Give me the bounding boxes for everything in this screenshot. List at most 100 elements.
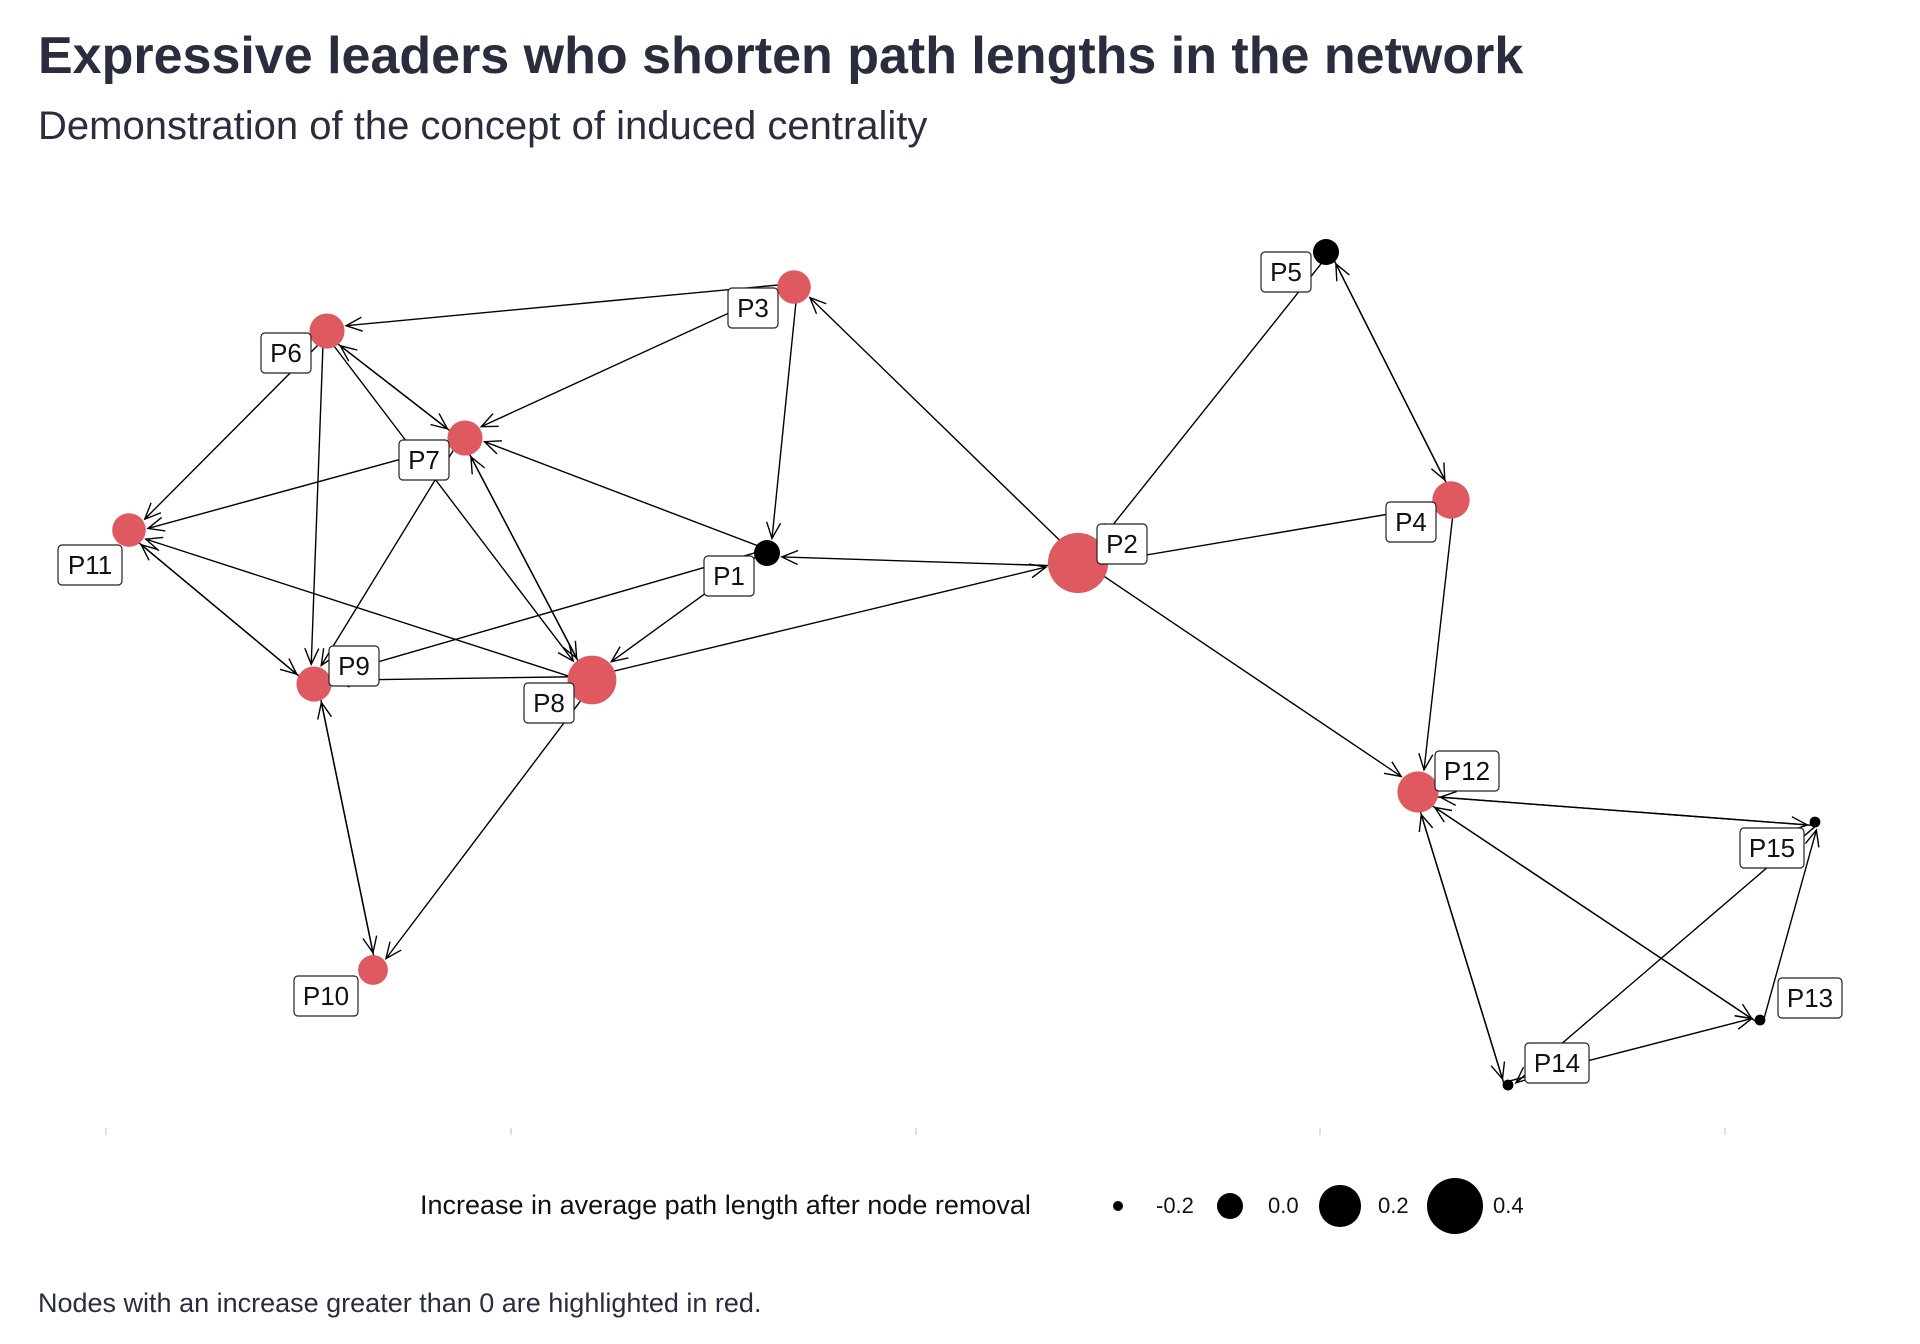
- legend-key-label: 0.4: [1493, 1193, 1524, 1218]
- node-label-text: P14: [1534, 1048, 1580, 1078]
- chart-subtitle: Demonstration of the concept of induced …: [38, 104, 928, 148]
- edge-P2-P1: [781, 556, 1078, 568]
- node-P4: [1432, 481, 1470, 519]
- edge-P13-P12: [1434, 806, 1759, 1024]
- label-P5: P5: [1260, 251, 1312, 293]
- nodes-layer: [112, 239, 1821, 1091]
- label-box: [260, 332, 312, 374]
- label-box: [293, 975, 359, 1017]
- edge-P15-P12: [1440, 796, 1815, 827]
- edge-P9-P11: [140, 544, 313, 688]
- edge-P8-P2: [591, 566, 1047, 678]
- label-box: [727, 287, 779, 329]
- label-P12: P12: [1434, 750, 1500, 792]
- node-label-text: P8: [533, 688, 565, 718]
- node-label-text: P5: [1270, 257, 1302, 287]
- edge-P5-P2: [1100, 253, 1330, 541]
- edge-P8-P7: [470, 456, 590, 682]
- node-P13: [1754, 1014, 1766, 1026]
- arrowhead-P2-P1: [780, 549, 799, 566]
- node-P5: [1313, 239, 1339, 265]
- node-label-text: P2: [1106, 529, 1138, 559]
- edge-P4-P12: [1423, 500, 1456, 771]
- label-P14: P14: [1524, 1042, 1590, 1084]
- edge-P2-P3: [809, 297, 1081, 561]
- label-box: [1739, 827, 1805, 869]
- arrowhead-P1-P7: [482, 440, 503, 455]
- edge-P5-P4: [1328, 250, 1446, 481]
- node-P12: [1397, 771, 1439, 813]
- arrowhead-P3-P6: [344, 316, 363, 332]
- edge-P6-P8: [323, 332, 574, 662]
- edge-P10-P9: [320, 702, 378, 970]
- label-box: [1385, 501, 1437, 543]
- node-P2: [1047, 532, 1109, 594]
- node-label-text: P13: [1787, 983, 1833, 1013]
- label-P9: P9: [328, 645, 380, 687]
- arrowhead-P8-P7: [470, 455, 486, 475]
- node-P3: [777, 270, 811, 304]
- label-P7: P7: [398, 439, 450, 481]
- edge-P8-P11: [145, 538, 592, 684]
- node-label-text: P15: [1749, 833, 1795, 863]
- node-P15: [1809, 816, 1821, 828]
- arrowhead-P3-P7: [479, 413, 499, 428]
- edge-P1-P9: [331, 548, 767, 676]
- label-P11: P11: [57, 544, 123, 586]
- arrowhead-P6-P9: [304, 647, 320, 667]
- label-P8: P8: [523, 682, 575, 724]
- edge-P1-P7: [484, 441, 769, 551]
- arrowhead-P4-P12: [1418, 753, 1434, 772]
- labels-layer: P1 P2 P3 P4 P5 P6 P7 P8 P9 P10 P11 P12 P13 P14 P15: [57, 251, 1843, 1084]
- edge-P3-P1: [771, 287, 799, 539]
- label-box: [328, 645, 380, 687]
- node-label-text: P10: [303, 981, 349, 1011]
- node-label-text: P4: [1395, 507, 1427, 537]
- arrowhead-P10-P9: [317, 700, 333, 720]
- edge-P13-P15: [1762, 829, 1818, 1022]
- legend-key-dot: [1426, 1177, 1484, 1235]
- node-P10: [358, 955, 388, 985]
- label-P10: P10: [293, 975, 359, 1017]
- node-P1: [754, 540, 780, 566]
- arrowhead-P14-P13: [1734, 1014, 1754, 1030]
- node-P9: [296, 666, 332, 702]
- edge-P14-P12: [1420, 814, 1506, 1087]
- legend-key-dot: [1217, 1193, 1243, 1219]
- node-label-text: P11: [68, 550, 112, 580]
- node-label-text: P7: [408, 445, 440, 475]
- label-P2: P2: [1096, 523, 1148, 565]
- legend-title: Increase in average path length after no…: [420, 1190, 1031, 1220]
- label-box: [1434, 750, 1500, 792]
- arrowhead-P2-P3: [808, 296, 827, 315]
- edge-P3-P6: [346, 282, 794, 327]
- edge-P2-P12: [1079, 559, 1402, 778]
- axis-ticks: [105, 1128, 1726, 1135]
- arrowhead-P8-P11: [144, 536, 164, 552]
- arrowhead-P8-P2: [1028, 563, 1048, 579]
- arrowhead-P7-P11: [146, 516, 166, 532]
- label-P1: P1: [703, 555, 755, 597]
- arrowhead-P13-P15: [1804, 828, 1820, 848]
- label-box: [1260, 251, 1312, 293]
- node-label-text: P1: [713, 561, 745, 591]
- legend-key-label: 0.0: [1268, 1193, 1299, 1218]
- node-P14: [1502, 1079, 1514, 1091]
- arrowhead-P14-P12: [1418, 812, 1434, 833]
- edges-layer: [126, 250, 1820, 1087]
- arrowhead-P9-P11: [139, 543, 159, 561]
- arrowhead-P6-P11: [143, 502, 162, 521]
- arrowhead-P1-P8: [609, 646, 629, 663]
- label-P13: P13: [1777, 977, 1843, 1019]
- label-box: [703, 555, 755, 597]
- label-P6: P6: [260, 332, 312, 374]
- label-box: [398, 439, 450, 481]
- arrowhead-P15-P12: [1438, 790, 1457, 806]
- legend-key-dot: [1319, 1185, 1361, 1227]
- node-label-text: P3: [737, 293, 769, 323]
- node-P6: [309, 313, 345, 349]
- arrowhead-P5-P4: [1430, 462, 1446, 482]
- edge-P8-P10: [385, 681, 596, 960]
- label-P15: P15: [1739, 827, 1805, 869]
